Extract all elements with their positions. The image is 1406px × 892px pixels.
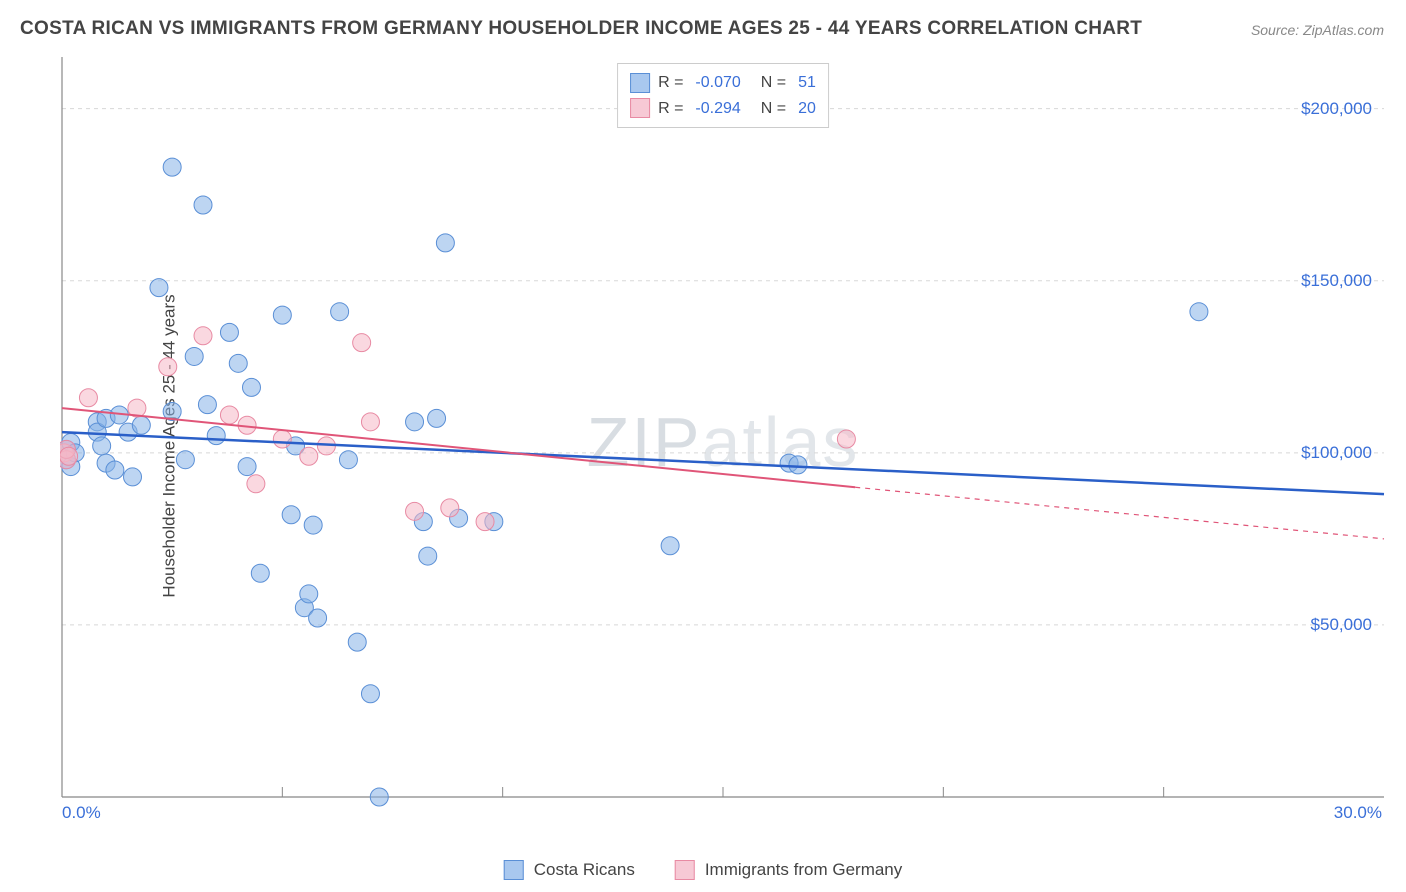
chart-area: ZIPatlas R =-0.070 N =51 R =-0.294 N =20…	[60, 55, 1386, 837]
legend-correlation-row: R = -0.070 N = 51	[630, 70, 816, 96]
data-point	[194, 327, 212, 345]
trend-line-extrapolated	[855, 487, 1384, 539]
data-point	[220, 323, 238, 341]
data-point	[309, 609, 327, 627]
legend-series-item: Costa Ricans	[504, 860, 635, 880]
data-point	[436, 234, 454, 252]
data-point	[273, 430, 291, 448]
data-point	[419, 547, 437, 565]
legend-swatch	[675, 860, 695, 880]
legend-swatch	[630, 73, 650, 93]
data-point	[300, 447, 318, 465]
data-point	[150, 279, 168, 297]
y-axis-tick-label: $100,000	[1301, 443, 1372, 463]
data-point	[1190, 303, 1208, 321]
legend-swatch	[504, 860, 524, 880]
data-point	[441, 499, 459, 517]
data-point	[789, 456, 807, 474]
data-point	[93, 437, 111, 455]
data-point	[476, 513, 494, 531]
data-point	[428, 409, 446, 427]
legend-n-value: 51	[798, 70, 816, 96]
data-point	[163, 158, 181, 176]
trend-line	[62, 408, 855, 487]
data-point	[331, 303, 349, 321]
data-point	[837, 430, 855, 448]
data-point	[229, 354, 247, 372]
data-point	[406, 413, 424, 431]
legend-r-value: -0.070	[695, 70, 740, 96]
legend-n-value: 20	[798, 96, 816, 122]
data-point	[159, 358, 177, 376]
source-label: Source: ZipAtlas.com	[1251, 22, 1384, 38]
data-point	[60, 447, 78, 465]
data-point	[106, 461, 124, 479]
data-point	[273, 306, 291, 324]
data-point	[406, 502, 424, 520]
data-point	[661, 537, 679, 555]
legend-r-value: -0.294	[695, 96, 740, 122]
legend-correlation: R = -0.070 N = 51 R = -0.294 N = 20	[617, 63, 829, 128]
legend-r-label: R =	[658, 96, 683, 122]
data-point	[198, 396, 216, 414]
legend-series-label: Immigrants from Germany	[705, 860, 902, 880]
data-point	[361, 685, 379, 703]
data-point	[124, 468, 142, 486]
data-point	[242, 378, 260, 396]
x-axis-max-label: 30.0%	[1334, 803, 1382, 823]
y-axis-tick-label: $50,000	[1311, 615, 1372, 635]
data-point	[304, 516, 322, 534]
data-point	[247, 475, 265, 493]
data-point	[207, 427, 225, 445]
data-point	[176, 451, 194, 469]
legend-correlation-row: R = -0.294 N = 20	[630, 96, 816, 122]
data-point	[353, 334, 371, 352]
legend-series-item: Immigrants from Germany	[675, 860, 902, 880]
x-axis-min-label: 0.0%	[62, 803, 101, 823]
data-point	[251, 564, 269, 582]
data-point	[348, 633, 366, 651]
legend-series-label: Costa Ricans	[534, 860, 635, 880]
data-point	[282, 506, 300, 524]
legend-n-label: N =	[761, 96, 786, 122]
data-point	[300, 585, 318, 603]
data-point	[370, 788, 388, 806]
data-point	[339, 451, 357, 469]
data-point	[238, 458, 256, 476]
legend-r-label: R =	[658, 70, 683, 96]
y-axis-tick-label: $200,000	[1301, 99, 1372, 119]
y-axis-tick-label: $150,000	[1301, 271, 1372, 291]
legend-swatch	[630, 98, 650, 118]
data-point	[79, 389, 97, 407]
legend-n-label: N =	[761, 70, 786, 96]
chart-title: COSTA RICAN VS IMMIGRANTS FROM GERMANY H…	[20, 18, 1142, 40]
scatter-plot	[60, 55, 1386, 837]
data-point	[361, 413, 379, 431]
data-point	[220, 406, 238, 424]
legend-series: Costa Ricans Immigrants from Germany	[504, 860, 903, 880]
data-point	[132, 416, 150, 434]
data-point	[185, 347, 203, 365]
data-point	[194, 196, 212, 214]
